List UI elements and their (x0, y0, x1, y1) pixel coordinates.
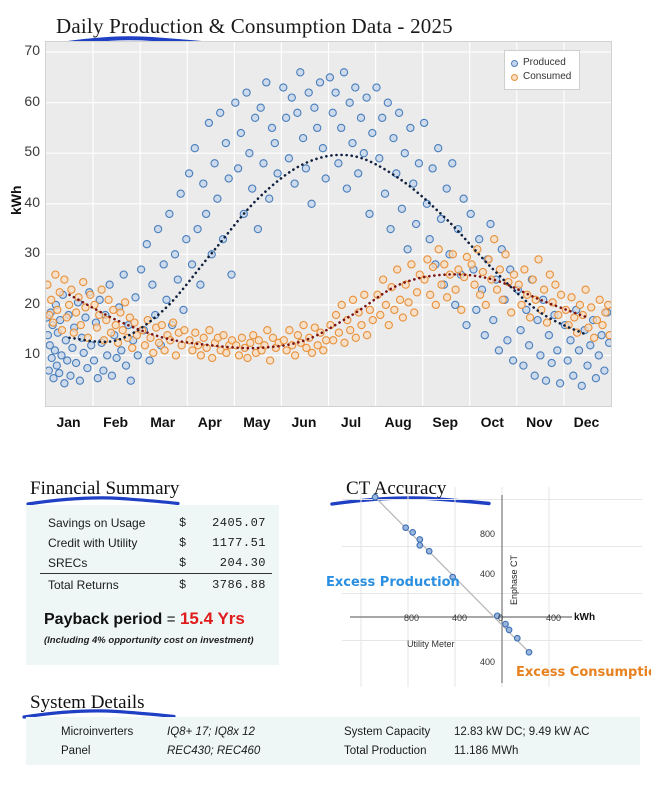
sys-value-panel: REC430; REC460 (167, 745, 261, 757)
x-tick-oct: Oct (480, 414, 504, 430)
row-label-credit-with-utility: Credit with Utility (48, 536, 138, 550)
x-tick-jun: Jun (291, 414, 317, 430)
legend-dot-consumed (511, 73, 518, 81)
x-tick-jul: Jul (340, 414, 362, 430)
annotation-excess-consumption: Excess Consumption (516, 665, 651, 680)
ct-y-tick-400: 400 (480, 569, 496, 579)
sys-label-total-production: Total Production (344, 745, 427, 757)
ct-unit-label: kWh (574, 612, 596, 623)
table-row: Savings on Usage $ 2405.07 (40, 513, 272, 533)
payback-period-note: (Including 4% opportunity cost on invest… (44, 635, 254, 646)
legend-dot-produced (511, 59, 518, 67)
table-row: SRECs $ 204.30 (40, 553, 272, 574)
ct-y-tick-800: 800 (480, 529, 496, 539)
plot-gridlines (46, 42, 611, 406)
payback-period: Payback period = 15.4 Yrs (44, 609, 245, 629)
x-tick-aug: Aug (384, 414, 412, 430)
ct-accuracy-heading: CT Accuracy (346, 478, 447, 499)
row-amount-credit-with-utility: 1177.51 (212, 536, 266, 550)
x-tick-jan: Jan (56, 414, 81, 430)
system-details-underline-swoosh (22, 709, 176, 719)
row-label-srecs: SRECs (48, 556, 88, 570)
table-row: Credit with Utility $ 1177.51 (40, 533, 272, 553)
ct-x-tick-400: 400 (452, 613, 468, 623)
sys-label-system-capacity: System Capacity (344, 726, 431, 738)
payback-period-equals: = (166, 611, 176, 628)
plot-datapoints (46, 68, 611, 390)
row-amount-total-returns: 3786.88 (192, 573, 272, 595)
row-currency-savings-on-usage: $ (178, 516, 187, 530)
x-tick-may: May (243, 414, 271, 430)
financial-summary-table: Savings on Usage $ 2405.07 Credit with U… (40, 513, 272, 595)
row-label-savings-on-usage: Savings on Usage (48, 516, 146, 530)
sys-label-panel: Panel (61, 745, 91, 757)
x-tick-mar: Mar (150, 414, 176, 430)
x-tick-dec: Dec (573, 414, 600, 430)
ct-accuracy-plot (342, 487, 642, 688)
y-tick-20: 20 (24, 294, 40, 311)
y-tick-50: 50 (24, 143, 40, 160)
table-row-total: Total Returns $ 3786.88 (40, 573, 272, 595)
x-tick-nov: Nov (526, 414, 553, 430)
page-title: Daily Production & Consumption Data - 20… (56, 14, 453, 38)
row-amount-srecs: 204.30 (219, 556, 266, 570)
x-tick-feb: Feb (103, 414, 129, 430)
ct-accuracy-chart: Enphase CT Utility Meter 800 400 0 400 k… (326, 487, 651, 688)
y-tick-40: 40 (24, 193, 40, 210)
chart-legend: Produced Consumed (504, 50, 581, 90)
legend-item-produced: Produced (511, 56, 571, 70)
payback-period-label: Payback period (44, 611, 163, 628)
x-tick-sep: Sep (432, 414, 459, 430)
ct-x-axis-title: Utility Meter (407, 639, 455, 649)
system-details-heading: System Details (30, 692, 145, 713)
scatter-plot-area (45, 41, 612, 407)
system-details-panel: Microinverters IQ8+ 17; IQ8x 12 Panel RE… (26, 717, 640, 765)
sys-value-microinverters: IQ8+ 17; IQ8x 12 (167, 726, 255, 738)
legend-label-consumed: Consumed (523, 71, 572, 82)
row-currency-credit-with-utility: $ (178, 536, 187, 550)
ct-y-tick-neg400: 400 (480, 657, 496, 667)
sys-label-microinverters: Microinverters (61, 726, 134, 738)
y-tick-10: 10 (24, 345, 40, 362)
row-label-total-returns: Total Returns (40, 573, 179, 595)
y-tick-60: 60 (24, 92, 40, 109)
ct-x-tick-0: 0 (498, 613, 504, 623)
sys-value-total-production: 11.186 MWh (454, 745, 519, 757)
financial-summary-heading: Financial Summary (30, 478, 180, 499)
legend-label-produced: Produced (523, 57, 566, 68)
x-tick-apr: Apr (197, 414, 222, 430)
y-tick-30: 30 (24, 244, 40, 261)
legend-item-consumed: Consumed (511, 70, 571, 84)
annotation-excess-production: Excess Production (326, 575, 460, 590)
financial-summary-panel: Savings on Usage $ 2405.07 Credit with U… (26, 505, 279, 665)
row-amount-savings-on-usage: 2405.07 (212, 516, 266, 530)
y-axis-ticks: 10 20 30 40 50 60 70 (0, 41, 40, 407)
financial-summary-underline-swoosh (26, 496, 180, 506)
row-currency-total-returns: $ (178, 573, 193, 595)
daily-production-consumption-chart: Daily Production & Consumption Data - 20… (0, 14, 612, 436)
ct-y-axis-title: Enphase CT (509, 554, 519, 605)
ct-x-tick-400-right: 400 (546, 613, 562, 623)
x-axis-ticks: Jan Feb Mar Apr May Jun Jul Aug Sep Oct Nov Dec (45, 414, 612, 436)
y-tick-70: 70 (24, 42, 40, 59)
payback-period-value: 15.4 Yrs (179, 609, 245, 628)
ct-x-tick-800: 800 (404, 613, 420, 623)
sys-value-system-capacity: 12.83 kW DC; 9.49 kW AC (454, 726, 590, 738)
row-currency-srecs: $ (178, 556, 187, 570)
